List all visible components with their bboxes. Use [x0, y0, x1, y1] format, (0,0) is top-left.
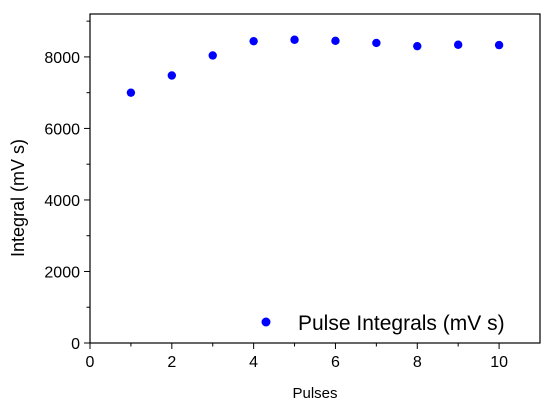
- data-point: [290, 35, 299, 44]
- plot-border: [89, 13, 541, 344]
- data-point: [331, 36, 340, 46]
- x-tick-label: 10: [490, 354, 508, 371]
- y-tick-label: 6000: [44, 121, 80, 138]
- data-point: [494, 40, 504, 50]
- data-point: [126, 88, 136, 97]
- x-tick-label: 6: [331, 354, 340, 371]
- data-point: [208, 51, 217, 60]
- y-tick-label: 0: [71, 336, 80, 353]
- x-tick-label: 2: [167, 354, 176, 371]
- x-tick-label: 4: [249, 354, 258, 371]
- y-tick-label: 4000: [44, 193, 80, 210]
- data-point: [372, 38, 381, 48]
- data-point: [413, 41, 422, 51]
- y-axis: 0 2000 4000 6000 8000: [44, 20, 90, 353]
- data-points: [126, 35, 504, 97]
- legend: Pulse Integrals (mV s): [261, 312, 505, 335]
- y-axis-label: Integral (mV s): [8, 139, 28, 257]
- y-tick-label: 8000: [44, 50, 80, 67]
- x-tick-label: 8: [413, 354, 422, 371]
- data-point: [167, 71, 177, 80]
- legend-label: Pulse Integrals (mV s): [298, 312, 505, 335]
- x-tick-label: 0: [86, 354, 95, 371]
- y-tick-label: 2000: [44, 264, 80, 281]
- data-point: [249, 36, 258, 46]
- x-axis: 0 2 4 6 8 10: [86, 343, 508, 371]
- legend-marker: [261, 317, 271, 327]
- data-point: [453, 40, 463, 49]
- plot-frame: [89, 13, 541, 344]
- x-axis-label: Pulses: [292, 385, 337, 402]
